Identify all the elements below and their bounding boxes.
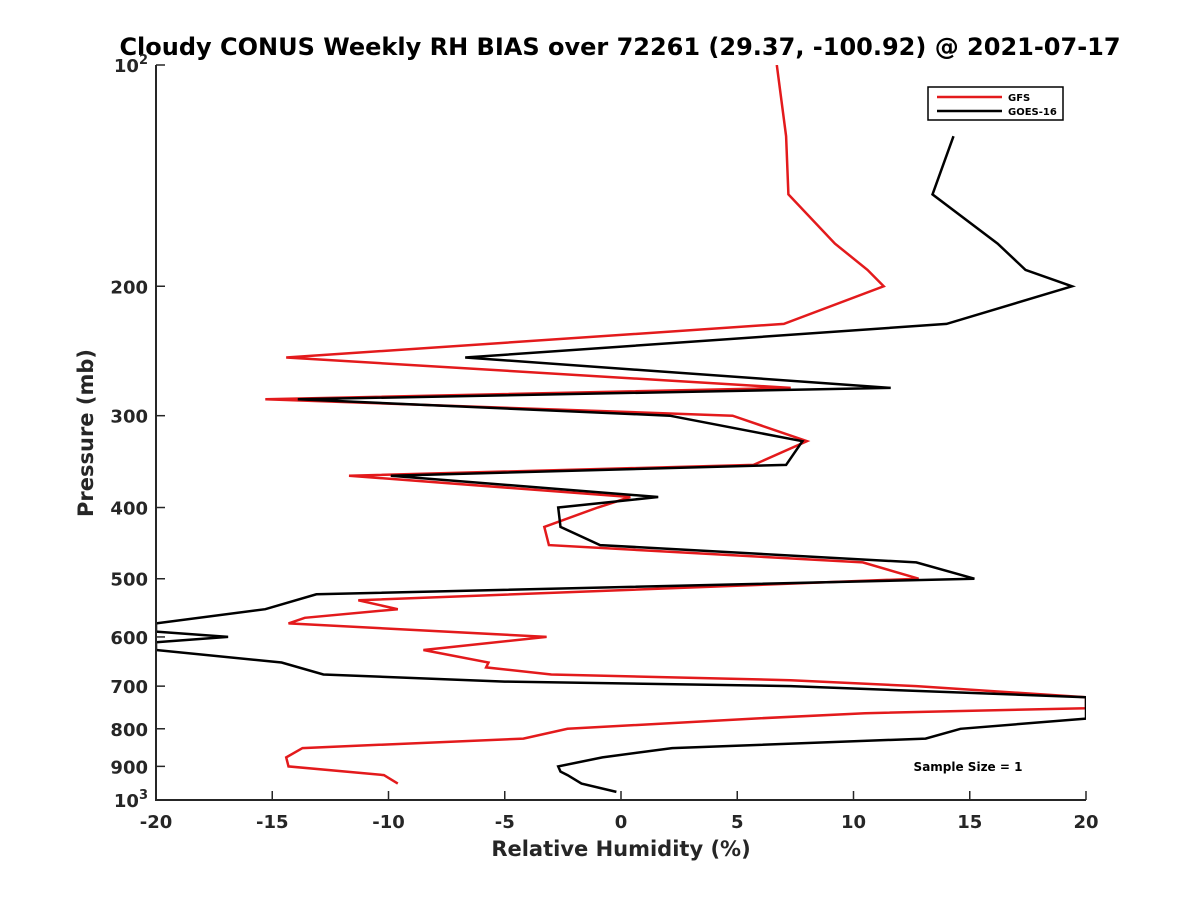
axis-lines — [155, 65, 1086, 801]
legend-label-gfs: GFS — [1008, 93, 1030, 104]
legend-box — [927, 86, 1064, 121]
x-tick-label: -15 — [256, 812, 289, 833]
x-tick-label: 20 — [1073, 812, 1098, 833]
y-tick-label: 400 — [110, 499, 148, 520]
x-tick-label: -10 — [372, 812, 405, 833]
y-axis-label: Pressure (mb) — [74, 349, 98, 517]
x-tick-label: 15 — [957, 812, 982, 833]
x-tick-label: 5 — [731, 812, 744, 833]
sample-size-annotation: Sample Size = 1 — [914, 760, 1023, 774]
x-tick-label: -5 — [495, 812, 515, 833]
y-tick-label: 300 — [110, 407, 148, 428]
legend-label-goes16: GOES-16 — [1008, 107, 1057, 118]
y-tick-label: 103 — [114, 788, 148, 812]
y-tick-label: 200 — [110, 277, 148, 298]
y-ticks: 102 200 300 400 500 600 700 800 900 103 — [110, 53, 165, 812]
plot-area — [156, 65, 1086, 794]
y-tick-label: 900 — [110, 757, 148, 778]
series-layer — [156, 65, 1086, 794]
series-line-gfs — [265, 65, 1086, 785]
x-tick-label: 0 — [615, 812, 628, 833]
y-tick-label: 700 — [110, 677, 148, 698]
y-tick-label: 600 — [110, 628, 148, 649]
y-tick-label: 102 — [114, 53, 148, 77]
x-axis-label: Relative Humidity (%) — [491, 837, 750, 861]
x-ticks: -20 -15 -10 -5 0 5 10 15 20 — [140, 791, 1099, 833]
chart-title: Cloudy CONUS Weekly RH BIAS over 72261 (… — [119, 33, 1120, 61]
y-tick-label: 500 — [110, 570, 148, 591]
x-tick-label: -20 — [140, 812, 173, 833]
x-tick-label: 10 — [841, 812, 866, 833]
series-line-goes16 — [156, 135, 1086, 794]
legend: GFS GOES-16 — [927, 86, 1064, 121]
y-tick-label: 800 — [110, 720, 148, 741]
